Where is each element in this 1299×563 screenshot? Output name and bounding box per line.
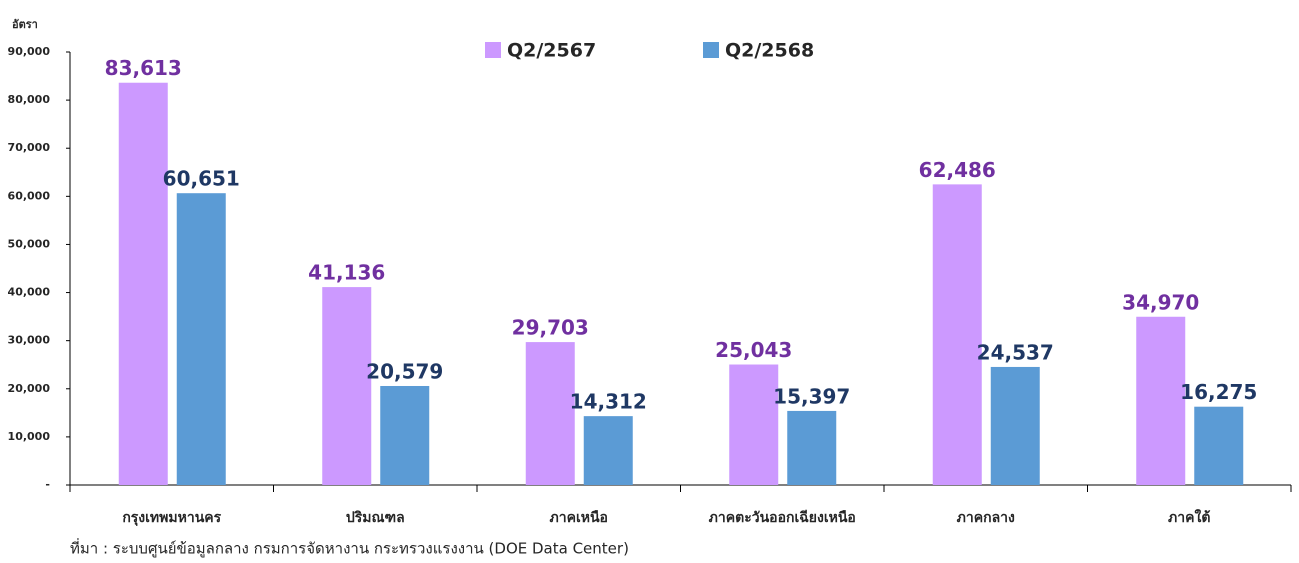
legend-swatch	[703, 42, 719, 58]
value-label: 15,397	[773, 384, 850, 408]
legend-label: Q2/2567	[507, 40, 596, 62]
value-label: 14,312	[570, 390, 647, 414]
legend-swatch	[485, 42, 501, 58]
value-label: 60,651	[163, 167, 240, 191]
y-tick-label: -	[45, 478, 50, 491]
x-tick-label: ปริมณฑล	[346, 510, 405, 526]
bar	[990, 366, 1040, 485]
value-label: 25,043	[715, 338, 792, 362]
bar	[1194, 406, 1244, 485]
y-tick-label: 30,000	[8, 334, 51, 347]
bar	[322, 287, 372, 485]
value-label: 62,486	[919, 158, 996, 182]
bar	[932, 184, 982, 485]
value-label: 16,275	[1180, 380, 1257, 404]
y-tick-label: 10,000	[8, 430, 51, 443]
y-tick-label: 60,000	[8, 189, 51, 202]
bar	[176, 193, 226, 485]
y-tick-label: 90,000	[8, 45, 51, 58]
y-tick-label: 70,000	[8, 141, 51, 154]
value-label: 83,613	[105, 56, 182, 80]
x-tick-label: ภาคเหนือ	[550, 510, 608, 526]
x-tick-label: กรุงเทพมหานคร	[122, 510, 221, 526]
value-label: 24,537	[977, 340, 1054, 364]
x-tick-label: ภาคใต้	[1168, 508, 1210, 526]
source-note: ที่มา : ระบบศูนย์ข้อมูลกลาง กรมการจัดหาง…	[70, 538, 629, 558]
y-axis-label: อัตรา	[12, 18, 38, 31]
y-tick-label: 50,000	[8, 237, 51, 250]
value-label: 34,970	[1122, 290, 1199, 314]
bar	[118, 82, 168, 485]
bar	[1136, 316, 1186, 485]
bar	[380, 385, 430, 485]
x-tick-label: ภาคกลาง	[957, 510, 1015, 526]
y-tick-label: 40,000	[8, 286, 51, 299]
y-tick-label: 80,000	[8, 93, 51, 106]
x-tick-label: ภาคตะวันออกเฉียงเหนือ	[709, 510, 856, 526]
y-tick-label: 20,000	[8, 382, 51, 395]
legend-label: Q2/2568	[725, 40, 814, 62]
bar	[525, 342, 575, 485]
value-label: 20,579	[366, 359, 443, 383]
value-label: 41,136	[308, 261, 385, 285]
bar	[729, 364, 779, 485]
bar	[787, 410, 837, 485]
bar	[583, 416, 633, 485]
value-label: 29,703	[512, 316, 589, 340]
